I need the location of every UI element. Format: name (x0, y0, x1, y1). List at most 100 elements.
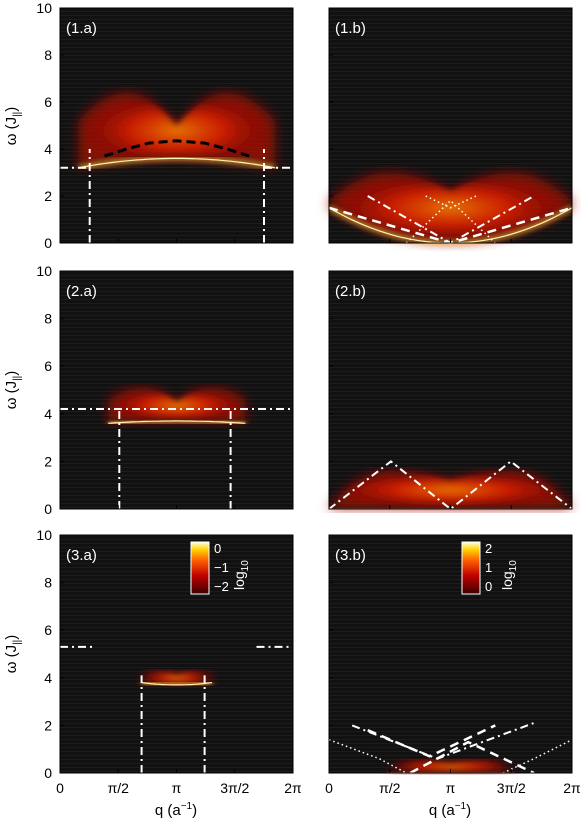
panel-1b: (1.b) (328, 8, 573, 245)
y-axis-label-close: ) (3, 371, 20, 376)
x-axis-label-close: ) (192, 802, 197, 819)
y-tick-label: 2 (44, 717, 52, 733)
overlay-line-dotted-white (425, 195, 477, 209)
overlay-line-dashdot-white (351, 722, 535, 760)
y-tick-label: 4 (44, 670, 52, 686)
y-tick-label: 8 (44, 311, 52, 327)
continuum-band (141, 670, 213, 687)
lower-edge (141, 682, 213, 686)
x-axis-label-close: ) (466, 802, 471, 819)
y-tick-label: 0 (44, 235, 52, 251)
panel-label: (3.b) (335, 547, 366, 564)
panel-label: (2.b) (335, 283, 366, 300)
panel-2b: (2.b) (328, 271, 573, 511)
continuum-band (108, 387, 246, 425)
continuum-core (141, 670, 212, 685)
panel-2a: (2.a) (60, 271, 293, 509)
y-axis-label-close: ) (3, 107, 20, 112)
x-tick-label: 0 (325, 780, 333, 796)
x-axis-label: q (a−1) (155, 801, 197, 819)
continuum-core (108, 387, 246, 424)
y-tick-label: 10 (36, 0, 52, 16)
y-tick-label: 6 (44, 622, 52, 638)
plot-background (60, 271, 293, 509)
x-axis-label-sup: −1 (181, 801, 193, 812)
y-tick-label: 8 (44, 47, 52, 63)
overlay-lines (328, 460, 573, 511)
continuum-core (78, 92, 276, 168)
y-axis-label-text: ω (J (3, 381, 20, 409)
y-tick-label: 2 (44, 453, 52, 469)
x-tick-label: π/2 (108, 780, 130, 796)
panel-label: (1.a) (66, 20, 97, 37)
y-axis-label: ω (J||) (3, 107, 23, 146)
colorbar: 2 1 0 log10 (461, 541, 519, 595)
colorbar-scale-label: log10 (231, 560, 251, 590)
overlay-lines (60, 139, 293, 243)
colorbar-gradient (461, 541, 481, 595)
continuum-band (78, 92, 276, 170)
y-axis-label: ω (J||) (3, 371, 23, 410)
x-tick-label: 2π (563, 780, 581, 796)
y-tick-label: 0 (44, 765, 52, 781)
y-tick-label: 2 (44, 188, 52, 204)
colorbar-scale-text: log (231, 571, 247, 590)
continuum-core (387, 759, 515, 773)
plot-background (329, 271, 572, 509)
y-tick-label: 6 (44, 94, 52, 110)
y-tick-label: 10 (36, 263, 52, 279)
overlay-lines (60, 645, 293, 773)
overlay-line-dashdot-white (328, 460, 573, 511)
colorbar-tick-label: 0 (485, 579, 492, 594)
x-axis-label-text: q (a (155, 802, 182, 819)
colorbar-tick-label: 2 (485, 541, 492, 556)
lower-edge (108, 420, 246, 424)
panel-label: (3.a) (66, 547, 97, 564)
panel-label: (1.b) (335, 20, 366, 37)
overlay-line-dashed-black (104, 139, 250, 158)
y-tick-label: 0 (44, 501, 52, 517)
y-axis-label: ω (J||) (3, 635, 23, 674)
x-axis-label-text: q (a (429, 802, 456, 819)
x-tick-label: 0 (56, 780, 64, 796)
colorbar-tick-label: −1 (214, 560, 229, 575)
y-tick-label: 6 (44, 358, 52, 374)
plot-background (329, 535, 572, 773)
colorbar-scale-text: log (499, 571, 515, 590)
y-axis-label-sub: || (12, 112, 23, 117)
y-axis-label-text: ω (J (3, 117, 20, 145)
x-tick-label: π/2 (379, 780, 401, 796)
x-tick-label: π (446, 780, 456, 796)
colorbar-tick-label: 0 (214, 541, 221, 556)
y-axis-label-sub: || (12, 376, 23, 381)
y-tick-label: 10 (36, 527, 52, 543)
continuum-core (329, 470, 572, 509)
y-tick-label: 4 (44, 141, 52, 157)
colorbar: 0 −1 −2 log10 (190, 541, 251, 595)
x-tick-label: 3π/2 (220, 780, 249, 796)
panel-label: (2.a) (66, 283, 97, 300)
colorbar-scale-sub: 10 (508, 560, 519, 572)
x-tick-label: 3π/2 (497, 780, 526, 796)
colorbar-gradient (190, 541, 210, 595)
overlay-lines (60, 408, 293, 509)
panel-3b: (3.b) 2 1 0 log10 (328, 535, 573, 775)
x-axis-label-sup: −1 (455, 801, 467, 812)
colorbar-scale-sub: 10 (240, 560, 251, 572)
panel-1a: (1.a) (60, 8, 293, 243)
plot-background (60, 535, 293, 773)
overlay-line-dashed-white (409, 740, 535, 775)
overlay-lines (328, 722, 573, 775)
y-tick-label: 4 (44, 406, 52, 422)
y-axis-label-sub: || (12, 640, 23, 645)
continuum-band (329, 470, 572, 511)
colorbar-scale-label: log10 (499, 560, 519, 590)
y-tick-label: 8 (44, 575, 52, 591)
x-tick-label: 2π (284, 780, 302, 796)
panel-3a: (3.a) 0 −1 −2 log10 (60, 535, 293, 773)
y-axis-label-text: ω (J (3, 645, 20, 673)
x-tick-label: π (172, 780, 182, 796)
colorbar-tick-label: 1 (485, 560, 492, 575)
